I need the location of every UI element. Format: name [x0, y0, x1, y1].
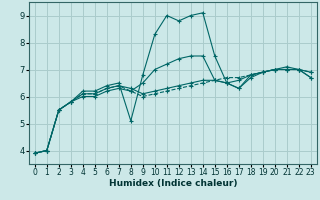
X-axis label: Humidex (Indice chaleur): Humidex (Indice chaleur) — [108, 179, 237, 188]
